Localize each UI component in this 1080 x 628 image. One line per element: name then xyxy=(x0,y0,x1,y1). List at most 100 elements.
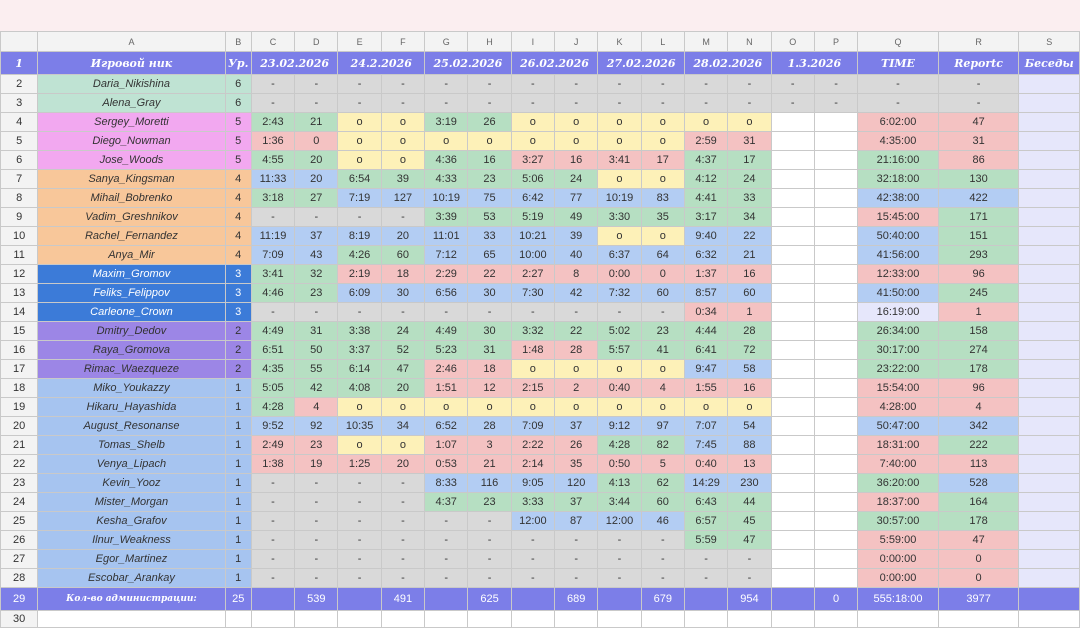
report-count-cell[interactable]: 47 xyxy=(380,359,426,379)
total-day-cell[interactable] xyxy=(770,587,815,611)
row-header[interactable]: 15 xyxy=(0,321,39,341)
online-time-cell[interactable]: 3:27 xyxy=(510,150,556,170)
online-time-cell[interactable]: 7:12 xyxy=(424,245,469,265)
report-count-cell[interactable]: 46 xyxy=(640,511,685,531)
row-header[interactable]: 7 xyxy=(0,169,39,189)
report-count-cell[interactable]: 16 xyxy=(727,378,772,398)
player-nick-cell[interactable]: Venya_Lipach xyxy=(37,454,226,474)
online-time-cell[interactable] xyxy=(770,207,815,227)
report-count-cell[interactable]: 75 xyxy=(467,188,512,208)
report-count-cell[interactable] xyxy=(813,207,859,227)
chats-cell[interactable] xyxy=(1018,549,1080,569)
header-date[interactable]: 23.02.2026 xyxy=(250,51,339,75)
online-time-cell[interactable]: 0:40 xyxy=(683,454,729,474)
report-count-cell[interactable]: - xyxy=(294,511,339,531)
report-count-cell[interactable]: 32 xyxy=(294,264,339,284)
report-count-cell[interactable]: o xyxy=(640,397,685,417)
report-count-cell[interactable]: - xyxy=(554,74,599,94)
row-header[interactable]: 4 xyxy=(0,112,39,132)
report-count-cell[interactable]: o xyxy=(380,150,426,170)
report-count-cell[interactable]: o xyxy=(554,131,599,151)
report-count-cell[interactable]: 31 xyxy=(467,340,512,360)
empty-cell[interactable] xyxy=(813,610,859,628)
player-nick-cell[interactable]: Rachel_Fernandez xyxy=(37,226,226,246)
header-date[interactable]: 24.2.2026 xyxy=(337,51,426,75)
chats-cell[interactable] xyxy=(1018,169,1080,189)
online-time-cell[interactable]: 4:33 xyxy=(424,169,469,189)
report-count-cell[interactable]: 19 xyxy=(294,454,339,474)
online-time-cell[interactable]: - xyxy=(510,302,556,322)
total-reports-cell[interactable]: 1 xyxy=(937,302,1020,322)
report-count-cell[interactable]: 17 xyxy=(727,150,772,170)
online-time-cell[interactable]: 3:37 xyxy=(337,340,382,360)
chats-cell[interactable] xyxy=(1018,302,1080,322)
total-time-cell[interactable]: 15:45:00 xyxy=(857,207,939,227)
header-time[interactable]: TIME xyxy=(857,51,939,75)
online-time-cell[interactable]: 7:45 xyxy=(683,435,729,455)
column-header-s[interactable]: S xyxy=(1018,31,1080,52)
report-count-cell[interactable]: 3 xyxy=(467,435,512,455)
player-nick-cell[interactable]: Feliks_Felippov xyxy=(37,283,226,303)
report-count-cell[interactable] xyxy=(813,359,859,379)
level-cell[interactable]: 1 xyxy=(224,416,252,436)
player-nick-cell[interactable]: Anya_Mir xyxy=(37,245,226,265)
report-count-cell[interactable]: - xyxy=(294,93,339,113)
level-cell[interactable]: 4 xyxy=(224,207,252,227)
online-time-cell[interactable]: 6:42 xyxy=(510,188,556,208)
header-date[interactable]: 25.02.2026 xyxy=(424,51,512,75)
online-time-cell[interactable]: 5:05 xyxy=(250,378,296,398)
online-time-cell[interactable]: o xyxy=(597,397,642,417)
column-header-a[interactable]: A xyxy=(37,31,226,52)
online-time-cell[interactable]: 2:46 xyxy=(424,359,469,379)
online-time-cell[interactable]: o xyxy=(510,397,556,417)
report-count-cell[interactable]: - xyxy=(380,568,426,588)
player-nick-cell[interactable]: Rimac_Waezqueze xyxy=(37,359,226,379)
online-time-cell[interactable]: 10:19 xyxy=(597,188,642,208)
level-cell[interactable]: 1 xyxy=(224,549,252,569)
report-count-cell[interactable]: 16 xyxy=(554,150,599,170)
total-time-cell[interactable]: 16:19:00 xyxy=(857,302,939,322)
spreadsheet-grid[interactable]: A B C D E F G H I J K L M N O P Q R S 1 Игровой ник Ур. 23.02.… xyxy=(0,31,1080,628)
report-count-cell[interactable]: - xyxy=(380,207,426,227)
column-header-q[interactable]: Q xyxy=(857,31,939,52)
report-count-cell[interactable] xyxy=(813,112,859,132)
online-time-cell[interactable]: - xyxy=(597,74,642,94)
report-count-cell[interactable]: 116 xyxy=(467,473,512,493)
online-time-cell[interactable]: o xyxy=(510,131,556,151)
report-count-cell[interactable]: 45 xyxy=(727,511,772,531)
total-time-cell[interactable]: 18:31:00 xyxy=(857,435,939,455)
column-header-b[interactable]: B xyxy=(224,31,252,52)
player-nick-cell[interactable]: Kesha_Grafov xyxy=(37,511,226,531)
online-time-cell[interactable]: 8:33 xyxy=(424,473,469,493)
header-date[interactable]: 26.02.2026 xyxy=(510,51,599,75)
online-time-cell[interactable]: o xyxy=(597,131,642,151)
online-time-cell[interactable]: 2:43 xyxy=(250,112,296,132)
online-time-cell[interactable]: 6:43 xyxy=(683,492,729,512)
total-time-cell[interactable]: 30:57:00 xyxy=(857,511,939,531)
report-count-cell[interactable]: 20 xyxy=(380,226,426,246)
empty-cell[interactable] xyxy=(424,610,469,628)
level-cell[interactable]: 4 xyxy=(224,226,252,246)
online-time-cell[interactable] xyxy=(770,492,815,512)
chats-cell[interactable] xyxy=(1018,568,1080,588)
chats-cell[interactable] xyxy=(1018,226,1080,246)
online-time-cell[interactable] xyxy=(770,188,815,208)
report-count-cell[interactable]: 53 xyxy=(467,207,512,227)
player-nick-cell[interactable]: Kevin_Yooz xyxy=(37,473,226,493)
level-cell[interactable]: 2 xyxy=(224,321,252,341)
row-header[interactable]: 3 xyxy=(0,93,39,113)
online-time-cell[interactable]: - xyxy=(337,530,382,550)
report-count-cell[interactable]: 35 xyxy=(640,207,685,227)
online-time-cell[interactable]: - xyxy=(683,74,729,94)
total-reports-cell[interactable]: 4 xyxy=(937,397,1020,417)
report-count-cell[interactable]: 0 xyxy=(294,131,339,151)
report-count-cell[interactable]: - xyxy=(467,302,512,322)
online-time-cell[interactable]: 7:30 xyxy=(510,283,556,303)
online-time-cell[interactable]: 2:22 xyxy=(510,435,556,455)
report-count-cell[interactable]: 88 xyxy=(727,435,772,455)
total-time-cell[interactable]: 23:22:00 xyxy=(857,359,939,379)
online-time-cell[interactable]: 4:13 xyxy=(597,473,642,493)
online-time-cell[interactable]: - xyxy=(337,511,382,531)
report-count-cell[interactable]: 31 xyxy=(294,321,339,341)
online-time-cell[interactable]: 4:49 xyxy=(250,321,296,341)
